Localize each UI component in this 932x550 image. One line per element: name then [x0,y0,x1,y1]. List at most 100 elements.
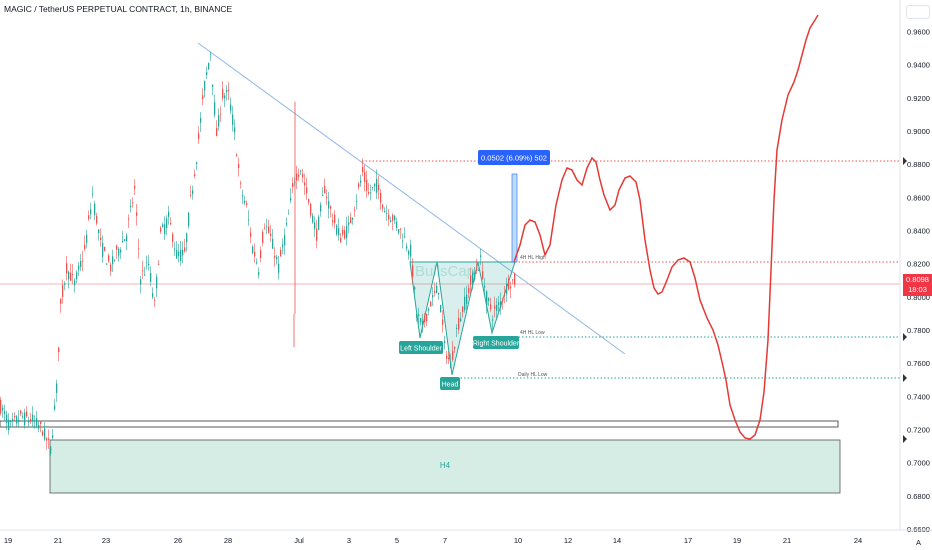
candle-body [304,182,306,186]
chart-settings-button[interactable] [906,5,930,19]
y-tick-label: 0.8200 [907,260,930,269]
candle-body [102,242,104,257]
candle-body [332,220,334,223]
candle-body [234,127,236,133]
y-tick-label: 0.7800 [907,326,930,335]
candle-body [238,163,240,169]
candle-body [378,184,380,191]
candle-body [190,195,192,196]
candle-body [352,217,354,220]
candle-body [184,247,186,252]
candle-body [172,234,174,243]
candle-body [328,201,330,209]
candle-body [2,407,4,411]
level-arrow-marker [903,157,907,165]
h4-zone [49,439,841,494]
candle-body [494,305,496,309]
candle-body [56,383,58,393]
candle-body [54,405,56,410]
daily-low-label: Daily HL Low [518,372,548,378]
candle-body [400,228,402,230]
y-tick-label: 0.7200 [907,426,930,435]
candle-body [18,419,20,423]
upper-zone-strip [0,420,839,428]
candle-body [506,284,508,295]
candle-body [42,431,44,436]
candle-body [232,114,234,125]
candle-body [422,321,424,325]
candle-body [246,203,248,206]
y-tick-label: 0.9400 [907,61,930,70]
watermark: BullsCap [415,263,475,280]
candle-body [464,296,466,311]
candle-body [438,292,440,295]
candle-body [290,197,292,201]
candle-body [188,212,190,227]
x-tick-label: 12 [564,536,572,545]
candle-body [70,272,72,281]
candle-body [476,267,478,271]
candle-body [26,411,28,417]
last-price-tag: 0.8098 18:03 [903,274,932,296]
zones: H4 [0,420,841,494]
candle-body [308,199,310,203]
candle-body [180,250,182,261]
candle-body [30,418,32,422]
candle-body [338,228,340,236]
zone-label: H4 [440,461,451,470]
candle-body [358,183,360,188]
x-tick-label: 5 [395,536,399,545]
candle-body [474,272,476,280]
candle-body [416,314,418,318]
candle-body [168,211,170,217]
candle-body [370,192,372,194]
candle-body [446,355,448,359]
x-tick-label: 7 [443,536,447,545]
y-tick-label: 0.7000 [907,459,930,468]
candle-body [120,249,122,253]
candle-body [242,195,244,197]
candle-body [384,211,386,213]
x-tick-label: 19 [4,536,12,545]
candle-body [206,72,208,76]
candle-body [258,272,260,275]
candle-body [388,214,390,220]
candle-body [210,53,212,55]
candle-body [124,239,126,242]
candle-body [282,244,284,248]
candle-body [126,235,128,242]
candle-body [404,236,406,238]
x-tick-label: 23 [102,536,110,545]
candle-body [440,304,442,313]
candle-body [194,174,196,177]
candle-body [240,182,242,184]
candle-body [14,415,16,418]
trendline [197,42,626,355]
candles [0,51,516,457]
candle-body [166,218,168,229]
candle-body [314,222,316,230]
candle-body [130,205,132,207]
candle-body [152,293,154,297]
candle-body [134,185,136,189]
candle-body [136,212,138,216]
candle-body [148,263,150,266]
candle-body [322,195,324,197]
candle-body [394,215,396,221]
candle-body [450,362,452,368]
candle-body [114,259,116,261]
candle-body [368,192,370,194]
candle-body [470,275,472,285]
candle-body [252,246,254,254]
projection-path [513,14,819,440]
candle-body [280,250,282,257]
candle-body [392,215,394,221]
candle-body [230,104,232,111]
candle-body [456,328,458,329]
candle-body [164,224,166,235]
candle-body [12,419,14,422]
candle-body [326,196,328,199]
candle-body [382,204,384,209]
candle-body [372,186,374,188]
